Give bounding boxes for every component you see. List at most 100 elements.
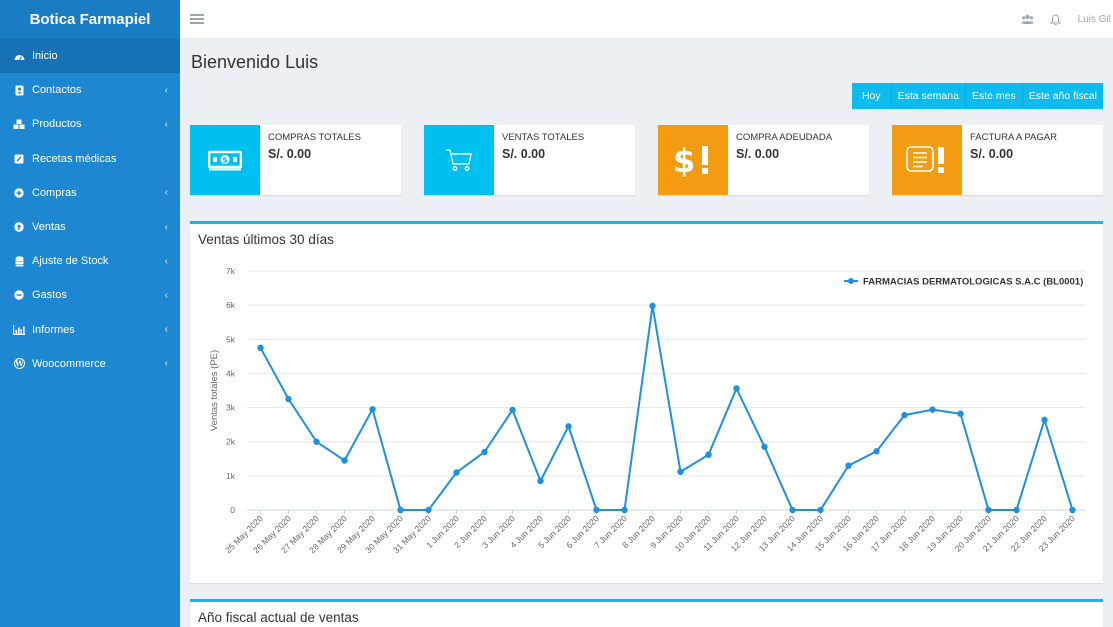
data-point[interactable] — [1013, 506, 1020, 514]
data-point[interactable] — [929, 406, 936, 413]
svg-text:$: $ — [222, 156, 228, 165]
top-navbar: Luis Gil — [180, 0, 1113, 39]
database-icon — [13, 255, 25, 267]
data-point[interactable] — [789, 506, 796, 514]
y-tick-label: 1k — [226, 471, 236, 481]
data-point[interactable] — [593, 506, 600, 514]
users-icon[interactable] — [1014, 0, 1042, 39]
sidebar-item-label: Inicio — [32, 50, 58, 63]
info-box-label: COMPRAS TOTALES — [268, 132, 361, 143]
panel-title: Ventas últimos 30 días — [198, 232, 334, 247]
data-point[interactable] — [901, 411, 908, 419]
data-point[interactable] — [341, 457, 348, 464]
info-box-value: S/. 0.00 — [970, 147, 1014, 161]
sales-30-days-panel: Ventas últimos 30 días 0 1k 2k 3k 4k 5k 6k 7k Ve… — [190, 221, 1103, 583]
info-box-label: COMPRA ADEUDADA — [736, 132, 833, 143]
bell-icon[interactable] — [1042, 0, 1070, 39]
sidebar-item-productos[interactable]: Productos ‹ — [0, 107, 180, 141]
info-box-total-purchases: $ COMPRAS TOTALES S/. 0.00 — [190, 125, 401, 195]
invoice-exclamation-icon — [892, 125, 962, 195]
data-point[interactable] — [481, 448, 488, 456]
data-point[interactable] — [705, 451, 712, 458]
data-point[interactable] — [621, 506, 628, 514]
sidebar-item-label: Woocommerce — [32, 357, 106, 370]
sidebar-item-informes[interactable]: Informes ‹ — [0, 313, 180, 347]
data-point[interactable] — [425, 506, 432, 514]
money-icon: $ — [190, 125, 260, 195]
y-tick-label: 6k — [226, 300, 236, 310]
date-filter-group: Hoy Esta semana Este mes Este año fiscal — [851, 83, 1103, 109]
filter-today-button[interactable]: Hoy — [851, 83, 891, 109]
sidebar-item-recetas-médicas[interactable]: Recetas médicas — [0, 142, 180, 176]
data-point[interactable] — [649, 302, 656, 310]
menu-toggle-icon[interactable] — [190, 12, 204, 26]
sidebar-item-label: Compras — [32, 186, 77, 199]
legend-label[interactable]: FARMACIAS DERMATOLOGICAS S.A.C (BL0001) — [863, 277, 1083, 288]
filter-month-button[interactable]: Este mes — [964, 83, 1022, 109]
chevron-left-icon[interactable]: ‹ — [164, 118, 168, 130]
chevron-left-icon[interactable]: ‹ — [164, 255, 168, 267]
data-point[interactable] — [873, 448, 880, 455]
y-tick-label: 5k — [226, 334, 236, 344]
chevron-left-icon[interactable]: ‹ — [164, 187, 168, 199]
data-point[interactable] — [733, 385, 740, 392]
data-point[interactable] — [565, 423, 572, 430]
chevron-left-icon[interactable]: ‹ — [164, 358, 168, 370]
data-point[interactable] — [957, 410, 964, 417]
info-box-value: S/. 0.00 — [736, 147, 780, 161]
filter-week-button[interactable]: Esta semana — [890, 83, 965, 109]
series-line — [259, 305, 1074, 511]
cart-icon — [424, 125, 494, 195]
sidebar-menu: Inicio Contactos ‹ Productos ‹ Recetas médica… — [0, 39, 180, 381]
sidebar-item-label: Gastos — [32, 289, 67, 302]
svg-text:W: W — [14, 359, 24, 368]
fiscal-year-sales-panel: Año fiscal actual de ventas — [190, 599, 1103, 627]
data-point[interactable] — [985, 506, 992, 514]
filter-fiscal-year-button[interactable]: Este año fiscal — [1021, 83, 1103, 109]
y-tick-label: 3k — [226, 403, 236, 413]
prescription-icon — [13, 153, 25, 165]
dashboard-icon — [13, 50, 25, 62]
y-tick-label: 4k — [226, 368, 236, 378]
sidebar-item-woocommerce[interactable]: W Woocommerce ‹ — [0, 347, 180, 381]
sidebar-item-compras[interactable]: Compras ‹ — [0, 176, 180, 210]
wordpress-icon: W — [13, 358, 25, 370]
sidebar-item-label: Recetas médicas — [32, 152, 117, 165]
sidebar-item-inicio[interactable]: Inicio — [0, 39, 180, 74]
cubes-icon — [13, 118, 25, 130]
info-box-total-sales: VENTAS TOTALES S/. 0.00 — [424, 125, 635, 195]
user-menu[interactable]: Luis Gil — [1077, 14, 1111, 25]
y-tick-label: 0 — [230, 505, 235, 515]
panel-title: Año fiscal actual de ventas — [198, 610, 359, 625]
data-point[interactable] — [397, 506, 404, 514]
minus-circle-icon — [13, 289, 25, 301]
y-axis-label: Ventas totales (PE) — [209, 350, 220, 431]
brand-logo[interactable]: Botica Farmapiel — [0, 0, 180, 39]
data-point[interactable] — [257, 344, 264, 352]
data-point[interactable] — [285, 395, 292, 403]
sidebar-item-gastos[interactable]: Gastos ‹ — [0, 278, 180, 312]
y-tick-label: 7k — [226, 266, 236, 276]
sidebar-item-ajuste-de-stock[interactable]: Ajuste de Stock ‹ — [0, 244, 180, 278]
dollar-exclamation-icon: $ — [658, 125, 728, 195]
data-point[interactable] — [1041, 416, 1048, 424]
data-point[interactable] — [313, 438, 320, 445]
data-point[interactable] — [1069, 506, 1076, 514]
arrow-circle-icon — [13, 221, 25, 233]
data-point[interactable] — [509, 406, 516, 414]
sidebar-item-ventas[interactable]: Ventas ‹ — [0, 210, 180, 244]
chevron-left-icon[interactable]: ‹ — [164, 289, 168, 301]
chevron-left-icon[interactable]: ‹ — [164, 84, 168, 96]
data-point[interactable] — [537, 477, 544, 485]
data-point[interactable] — [369, 406, 376, 413]
data-point[interactable] — [453, 469, 460, 476]
main-content: Bienvenido Luis Hoy Esta semana Este mes… — [180, 39, 1113, 627]
chevron-left-icon[interactable]: ‹ — [164, 324, 168, 336]
sidebar-item-contactos[interactable]: Contactos ‹ — [0, 73, 180, 107]
data-point[interactable] — [845, 462, 852, 469]
data-point[interactable] — [761, 443, 768, 451]
data-point[interactable] — [817, 506, 824, 514]
chevron-left-icon[interactable]: ‹ — [164, 221, 168, 233]
data-point[interactable] — [677, 468, 684, 475]
